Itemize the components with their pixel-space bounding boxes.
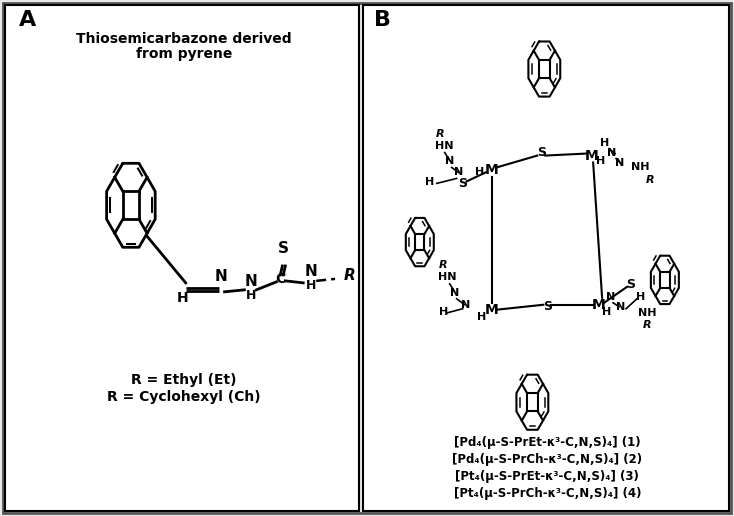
Bar — [5, 5, 359, 511]
Text: Thiosemicarbazone derived: Thiosemicarbazone derived — [76, 32, 291, 46]
Bar — [363, 5, 729, 511]
Text: HN: HN — [435, 140, 454, 151]
Text: H: H — [425, 178, 435, 187]
Text: H: H — [246, 289, 257, 302]
Text: M: M — [484, 164, 498, 178]
Text: H: H — [177, 291, 189, 305]
Text: C: C — [275, 272, 286, 286]
Text: R: R — [438, 260, 447, 270]
Text: R: R — [643, 319, 651, 330]
Text: R: R — [344, 268, 356, 283]
Text: HN: HN — [438, 272, 457, 282]
Text: S: S — [537, 146, 546, 159]
Text: from pyrene: from pyrene — [136, 47, 232, 61]
Text: N: N — [454, 168, 463, 178]
Text: N: N — [608, 148, 617, 157]
Text: H: H — [306, 279, 316, 292]
Text: M: M — [584, 149, 598, 163]
Text: NH: NH — [631, 163, 649, 172]
Text: H: H — [600, 138, 610, 148]
Text: R: R — [435, 128, 444, 139]
Text: H: H — [636, 292, 646, 302]
Text: M: M — [592, 298, 606, 312]
Text: [Pd₄(μ-S-PrEt-κ³-C,N,S)₄] (1): [Pd₄(μ-S-PrEt-κ³-C,N,S)₄] (1) — [454, 436, 641, 449]
Text: N: N — [461, 300, 470, 310]
Text: N: N — [214, 269, 227, 284]
Text: S: S — [543, 300, 552, 313]
Text: S: S — [627, 278, 636, 292]
Text: [Pd₄(μ-S-PrCh-κ³-C,N,S)₄] (2): [Pd₄(μ-S-PrCh-κ³-C,N,S)₄] (2) — [452, 453, 642, 466]
Text: S: S — [277, 241, 288, 256]
Text: N: N — [450, 288, 459, 298]
Text: H: H — [603, 307, 611, 317]
Text: H: H — [439, 307, 448, 317]
Text: B: B — [374, 10, 391, 30]
Text: [Pt₄(μ-S-PrEt-κ³-C,N,S)₄] (3): [Pt₄(μ-S-PrEt-κ³-C,N,S)₄] (3) — [455, 470, 639, 483]
Text: NH: NH — [638, 308, 656, 318]
Text: [Pt₄(μ-S-PrCh-κ³-C,N,S)₄] (4): [Pt₄(μ-S-PrCh-κ³-C,N,S)₄] (4) — [454, 487, 641, 500]
Text: H: H — [597, 155, 606, 166]
Text: H: H — [477, 312, 486, 321]
Text: N: N — [445, 155, 454, 166]
Text: N: N — [606, 292, 616, 302]
Text: N: N — [305, 264, 318, 279]
Text: R: R — [646, 175, 654, 185]
Text: R = Ethyl (Et): R = Ethyl (Et) — [131, 373, 236, 388]
Text: N: N — [615, 157, 625, 168]
Text: A: A — [19, 10, 37, 30]
Text: N: N — [245, 274, 258, 289]
Text: N: N — [617, 302, 625, 312]
Text: H: H — [475, 168, 484, 178]
Text: R = Cyclohexyl (Ch): R = Cyclohexyl (Ch) — [107, 390, 261, 404]
Text: M: M — [484, 303, 498, 317]
Text: S: S — [458, 177, 467, 190]
